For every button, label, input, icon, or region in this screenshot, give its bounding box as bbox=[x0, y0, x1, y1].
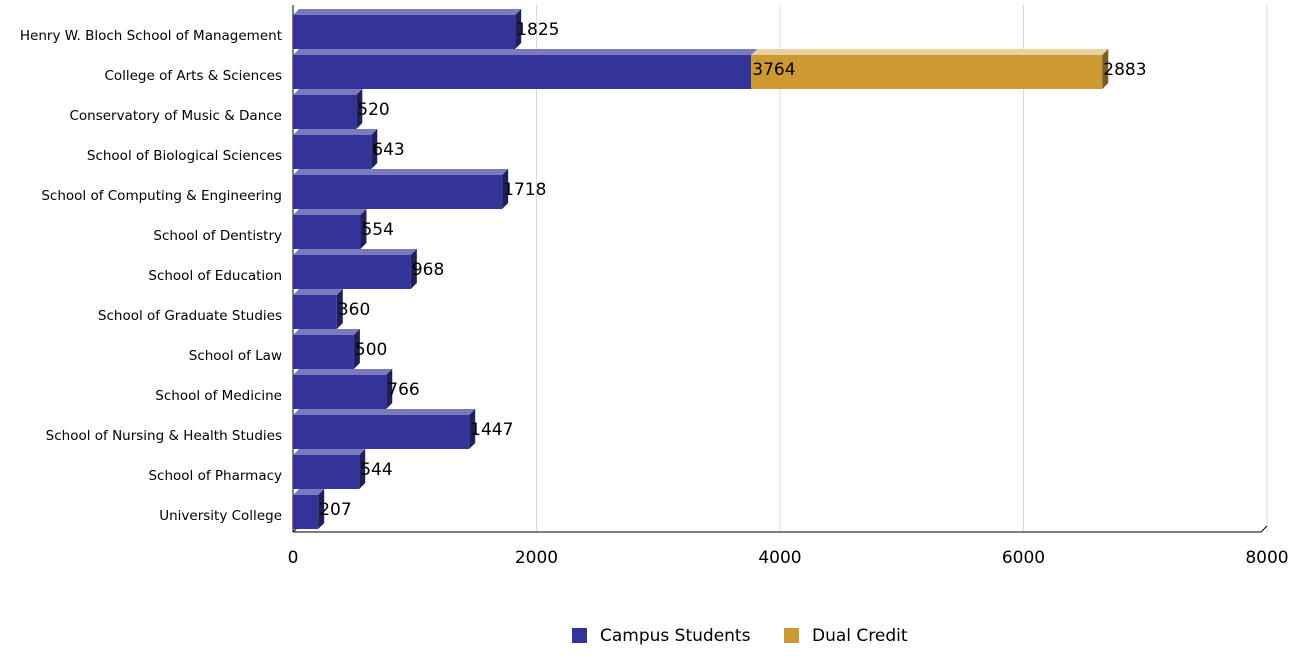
bar-campus bbox=[293, 335, 354, 369]
bar-top-face bbox=[293, 169, 509, 175]
bar-top-face bbox=[751, 49, 1109, 55]
bar-side-face bbox=[336, 289, 343, 329]
bar-campus bbox=[293, 15, 516, 49]
bar-top-face bbox=[293, 9, 522, 15]
bar-campus bbox=[293, 215, 361, 249]
data-label: 1825 bbox=[516, 20, 559, 40]
bar-side-face bbox=[1102, 49, 1109, 89]
bar-side-face bbox=[515, 9, 522, 49]
category-label: Henry W. Bloch School of Management bbox=[20, 28, 282, 44]
category-label: University College bbox=[159, 508, 282, 524]
bar-top-face bbox=[293, 329, 360, 335]
bar-top-face bbox=[293, 409, 476, 415]
category-label: School of Computing & Engineering bbox=[41, 188, 282, 204]
data-label: 520 bbox=[357, 100, 389, 120]
x-tick-labels: 0 2000 4000 6000 8000 bbox=[288, 548, 1289, 568]
bar-campus bbox=[293, 175, 503, 209]
x-tick-label: 2000 bbox=[515, 548, 558, 568]
bar-side-face bbox=[353, 329, 360, 369]
category-label: College of Arts & Sciences bbox=[104, 68, 282, 84]
x-tick-label: 6000 bbox=[1002, 548, 1045, 568]
category-label: School of Medicine bbox=[155, 388, 282, 404]
bar-campus bbox=[293, 415, 470, 449]
bar-side-face bbox=[502, 169, 509, 209]
bar-top-face bbox=[293, 369, 393, 375]
legend-item: Campus Students bbox=[572, 626, 751, 646]
bar-campus bbox=[293, 495, 319, 529]
bar-side-face bbox=[356, 89, 363, 129]
x-tick-label: 8000 bbox=[1245, 548, 1288, 568]
data-label: 544 bbox=[360, 460, 392, 480]
category-label: Conservatory of Music & Dance bbox=[69, 108, 282, 124]
category-label: School of Law bbox=[189, 348, 282, 364]
category-labels: Henry W. Bloch School of Management Colle… bbox=[20, 28, 282, 524]
legend-swatch bbox=[572, 628, 587, 643]
bar-top-face bbox=[293, 209, 367, 215]
data-label: 766 bbox=[387, 380, 419, 400]
x-tick-label: 4000 bbox=[758, 548, 801, 568]
category-label: School of Pharmacy bbox=[148, 468, 282, 484]
data-label: 207 bbox=[319, 500, 351, 520]
category-label: School of Biological Sciences bbox=[87, 148, 282, 164]
bar-top-face bbox=[293, 129, 378, 135]
gridlines bbox=[536, 5, 1268, 532]
legend: Campus Students Dual Credit bbox=[572, 626, 908, 646]
category-label: School of Education bbox=[148, 268, 282, 284]
bar-campus bbox=[293, 375, 387, 409]
bar-side-face bbox=[359, 449, 366, 489]
bar-top-face bbox=[293, 49, 758, 55]
category-label: School of Nursing & Health Studies bbox=[46, 428, 282, 444]
bar-top-face bbox=[293, 89, 363, 95]
data-label: 643 bbox=[372, 140, 404, 160]
legend-label: Dual Credit bbox=[812, 626, 908, 646]
data-label: 2883 bbox=[1103, 60, 1146, 80]
data-label: 554 bbox=[361, 220, 393, 240]
bar-side-face bbox=[371, 129, 378, 169]
bar-campus bbox=[293, 455, 360, 489]
data-label: 1447 bbox=[470, 420, 513, 440]
bar-side-face bbox=[360, 209, 367, 249]
bar-top-face bbox=[293, 449, 366, 455]
category-label: School of Dentistry bbox=[153, 228, 282, 244]
bar-side-face bbox=[410, 249, 417, 289]
bar-campus bbox=[293, 135, 372, 169]
bar-top-face bbox=[293, 489, 325, 495]
bars bbox=[293, 9, 1109, 529]
bar-campus bbox=[293, 95, 357, 129]
category-label: School of Graduate Studies bbox=[98, 308, 282, 324]
bar-campus bbox=[293, 255, 411, 289]
legend-item: Dual Credit bbox=[784, 626, 908, 646]
bar-dual bbox=[751, 55, 1103, 89]
data-label: 3764 bbox=[752, 60, 795, 80]
data-label: 968 bbox=[412, 260, 444, 280]
bar-side-face bbox=[469, 409, 476, 449]
x-tick-label: 0 bbox=[288, 548, 299, 568]
data-label: 360 bbox=[338, 300, 370, 320]
legend-label: Campus Students bbox=[600, 626, 751, 646]
bar-side-face bbox=[386, 369, 393, 409]
data-label: 1718 bbox=[503, 180, 546, 200]
bar-top-face bbox=[293, 289, 343, 295]
bar-campus bbox=[293, 295, 337, 329]
x-axis-depth-edge bbox=[1260, 525, 1268, 533]
bar-top-face bbox=[293, 249, 417, 255]
bar-side-face bbox=[318, 489, 325, 529]
data-label: 500 bbox=[355, 340, 387, 360]
bar-campus bbox=[293, 55, 752, 89]
legend-swatch bbox=[784, 628, 799, 643]
